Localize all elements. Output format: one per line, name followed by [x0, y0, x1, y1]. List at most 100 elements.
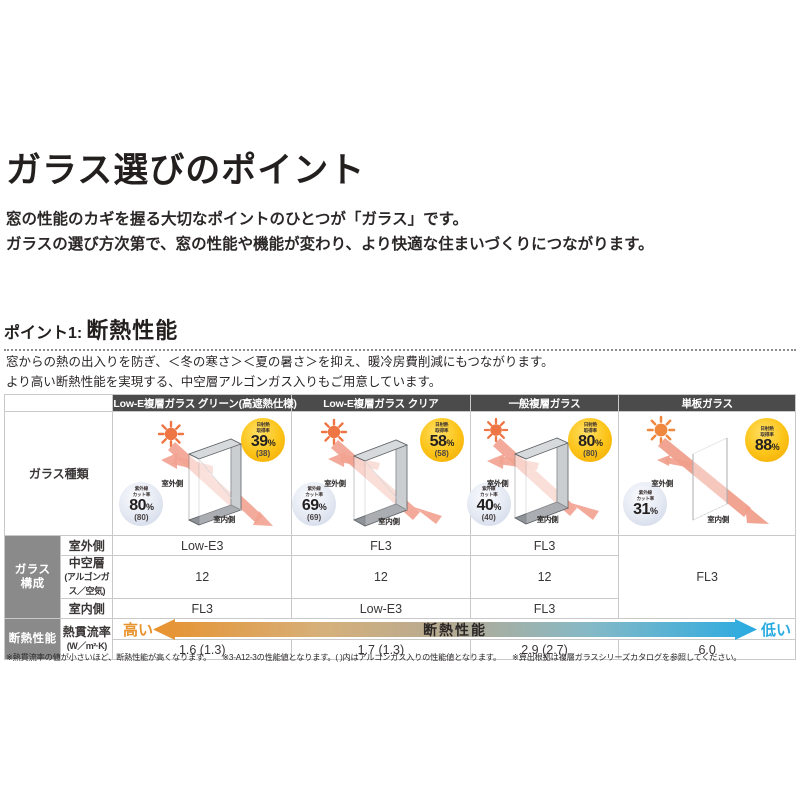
label-outdoor-side-1: 室外側	[324, 479, 346, 488]
composition-line-1: ガラス	[14, 564, 51, 576]
glass-pane-single	[692, 437, 728, 521]
sun-icon	[483, 417, 508, 443]
glass-pane-group	[353, 439, 409, 527]
u-value-3: 6.0	[618, 639, 796, 660]
row-label-glass-type: ガラス種類	[3, 411, 114, 536]
scale-center-label: 断熱性能	[423, 622, 487, 638]
glass-diagram-2: 日射熱 取得率 80% (80) 紫外線 カット率 40% (40) 室外側 室内側	[466, 412, 619, 535]
glass-diagram-1: 日射熱 取得率 58% (58) 紫外線 カット率 69% (69) 室外側 室内側	[292, 412, 470, 535]
scale-left-label: 高い	[123, 621, 153, 639]
uv-unit-0: %	[146, 501, 154, 512]
uv-caption-l2-2: カット率	[479, 491, 498, 497]
solar-unit-2: %	[594, 437, 603, 448]
indoor-value-1: Low-E3	[291, 598, 471, 619]
label-indoor-side-2: 室内側	[536, 515, 559, 524]
cavity-label-main: 中空層	[68, 556, 105, 570]
uv-caption-l1-2: 紫外線	[482, 486, 496, 492]
glass-type-row: ガラス種類	[3, 411, 796, 536]
cavity-layer-row: 中空層 (アルゴンガス／空気) 12 12 12	[5, 555, 796, 599]
row-label-u-value: 熱貫流率 (W／m²·K)	[60, 618, 114, 660]
uv-cut-badge-3: 紫外線 カット率 31%	[623, 482, 668, 526]
uv-cut-badge-0: 紫外線 カット率 80% (80)	[119, 482, 164, 526]
glass-diagram-0: 日射熱 取得率 39% (38) 紫外線 カット率 80% (80) 室外側 室内側	[113, 412, 291, 535]
u-value-1: 1.7 (1.3)	[291, 639, 471, 660]
uv-paren-1: (69)	[306, 512, 322, 522]
u-value-row: 1.6 (1.3) 1.7 (1.3) 2.9 (2.7) 6.0	[5, 639, 796, 660]
footnotes: ※熱貫流率の値が小さいほど、断熱性能が高くなります。 ※3-A12-3の性能値と…	[6, 651, 750, 663]
solar-unit-0: %	[267, 437, 276, 448]
solar-caption-l2-1: 取得率	[435, 427, 449, 433]
column-header-1: Low-E複層ガラス クリア	[291, 394, 471, 412]
uv-unit-1: %	[318, 501, 327, 512]
row-label-outdoor: 室外側	[60, 535, 114, 556]
description-line-1: 窓からの熱の出入りを防ぎ、＜冬の寒さ＞＜夏の暑さ＞を抑え、暖冷房費削減にもつなが…	[6, 355, 554, 369]
sun-icon	[320, 418, 348, 446]
transmitted-heat-arrow	[570, 503, 599, 520]
uv-caption-l2-0: カット率	[132, 491, 151, 497]
solar-value-2: 80	[578, 432, 595, 450]
transmitted-heat-arrow	[414, 507, 443, 524]
column-header-3: 単板ガラス	[618, 394, 796, 412]
point-section-header: ポイント1: 断熱性能	[4, 313, 796, 351]
uv-value-3: 31	[633, 500, 650, 518]
solar-caption-l2-0: 取得率	[256, 427, 270, 433]
u-value-label-unit: (W／m²·K)	[66, 641, 108, 651]
glass-diagram-cell-1: 日射熱 取得率 58% (58) 紫外線 カット率 69% (69) 室外側 室内側	[291, 411, 471, 536]
solar-heat-gain-badge-1: 日射熱 取得率 58% (58)	[419, 418, 464, 462]
uv-caption-l1-1: 紫外線	[307, 486, 321, 492]
solar-heat-gain-badge-2: 日射熱 取得率 80% (80)	[568, 418, 613, 462]
solar-heat-gain-badge-0: 日射熱 取得率 39% (38)	[241, 418, 286, 462]
solar-heat-gain-badge-3: 日射熱 取得率 88%	[745, 418, 789, 462]
lede-line-1: 窓の性能のカギを握る大切なポイントのひとつが「ガラス」です。	[6, 211, 469, 228]
outdoor-layer-row: ガラス 構成 室外側 Low-E3 FL3 FL3 FL3	[3, 535, 796, 619]
solar-value-3: 88	[754, 436, 772, 454]
composition-line-2: 構成	[20, 578, 45, 590]
outdoor-value-1: FL3	[291, 535, 471, 556]
solar-unit-3: %	[771, 441, 780, 452]
uv-caption-l1-0: 紫外線	[134, 486, 148, 492]
row-label-insulation: 断熱性能	[3, 618, 62, 660]
solar-caption-l1-3: 日射熱	[760, 426, 774, 432]
uv-caption-l1-3: 紫外線	[638, 490, 652, 496]
uv-caption-l2-3: カット率	[636, 495, 655, 501]
outdoor-value-0: Low-E3	[112, 535, 293, 556]
solar-value-0: 39	[250, 432, 268, 450]
reflected-heat-arrow	[657, 455, 693, 468]
point-title: 断熱性能	[86, 318, 179, 343]
uv-paren-0: (80)	[134, 512, 149, 522]
footnote-0: ※熱貫流率の値が小さいほど、断熱性能が高くなります。	[6, 653, 212, 662]
label-indoor-side-1: 室内側	[378, 517, 400, 526]
outdoor-value-3: FL3	[618, 535, 796, 619]
solar-caption-l2-2: 取得率	[583, 427, 597, 433]
row-label-indoor: 室内側	[60, 598, 114, 619]
uv-paren-2: (40)	[481, 512, 496, 522]
uv-value-0: 80	[129, 496, 147, 514]
u-value-label-main: 熱貫流率	[62, 625, 111, 639]
page-title: ガラス選びのポイント	[6, 151, 366, 190]
solar-value-1: 58	[429, 432, 447, 450]
row-label-composition: ガラス 構成	[3, 535, 62, 619]
glass-diagram-cell-3: 日射熱 取得率 88% 紫外線 カット率 31% 室外側 室内側	[618, 411, 796, 536]
cavity-value-2: 12	[469, 555, 620, 599]
glass-pane-group	[513, 437, 569, 525]
glass-comparison-table: Low-E複層ガラス グリーン(高遮熱仕様) Low-E複層ガラス クリア 一般…	[3, 394, 796, 660]
u-value-2: 2.9 (2.7)	[469, 639, 620, 660]
sun-icon	[647, 415, 676, 445]
glass-illustration-double	[483, 417, 599, 525]
cavity-label-sub: (アルゴンガス／空気)	[64, 572, 110, 596]
solar-caption-l1-1: 日射熱	[435, 422, 449, 428]
cavity-value-1: 12	[291, 555, 471, 599]
insulation-scale-row: 断熱性能 熱貫流率 (W／m²·K)	[3, 618, 796, 660]
gradient-arrow-svg: 高い 断熱性能 低い	[123, 619, 791, 640]
solar-caption-l2-3: 取得率	[760, 431, 774, 437]
solar-unit-1: %	[446, 437, 454, 448]
uv-unit-2: %	[493, 501, 501, 512]
label-outdoor-side-0: 室外側	[161, 479, 183, 488]
lede-line-2: ガラスの選び方次第で、窓の性能や機能が変わり、より快適な住まいづくりにつながりま…	[6, 236, 654, 253]
u-value-0: 1.6 (1.3)	[112, 639, 293, 660]
scale-right-label: 低い	[760, 621, 791, 639]
uv-unit-3: %	[649, 505, 658, 516]
row-label-cavity: 中空層 (アルゴンガス／空気)	[60, 555, 114, 599]
solar-paren-2: (80)	[583, 448, 598, 458]
